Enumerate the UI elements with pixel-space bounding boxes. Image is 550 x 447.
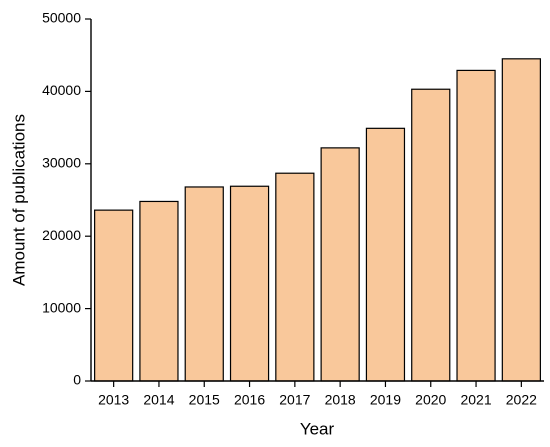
bar — [456, 69, 496, 382]
x-tick-label: 2018 — [325, 392, 356, 408]
x-tick-label: 2014 — [143, 392, 174, 408]
x-tick-label: 2022 — [506, 392, 537, 408]
bar — [501, 58, 541, 382]
bar — [229, 185, 270, 382]
x-tick-label: 2013 — [98, 392, 129, 408]
y-tick-label: 10000 — [42, 299, 81, 315]
x-tick-label: 2017 — [279, 392, 310, 408]
x-tick-label: 2015 — [189, 392, 220, 408]
bar — [320, 147, 360, 382]
bar — [94, 209, 134, 382]
bar — [184, 186, 224, 382]
bar — [275, 172, 315, 382]
y-tick-label: 20000 — [42, 227, 81, 243]
x-tick-label: 2021 — [460, 392, 491, 408]
y-tick-label: 50000 — [42, 10, 81, 26]
y-axis-title: Amount of publications — [9, 114, 28, 286]
bar — [139, 200, 179, 382]
bar — [411, 88, 451, 382]
x-tick-label: 2020 — [415, 392, 446, 408]
y-tick-label: 0 — [73, 372, 81, 388]
x-tick-label: 2016 — [234, 392, 265, 408]
y-tick-label: 30000 — [42, 155, 81, 171]
x-axis-title: Year — [300, 419, 335, 438]
x-tick-label: 2019 — [370, 392, 401, 408]
bar — [365, 127, 406, 382]
y-tick-label: 40000 — [42, 82, 81, 98]
